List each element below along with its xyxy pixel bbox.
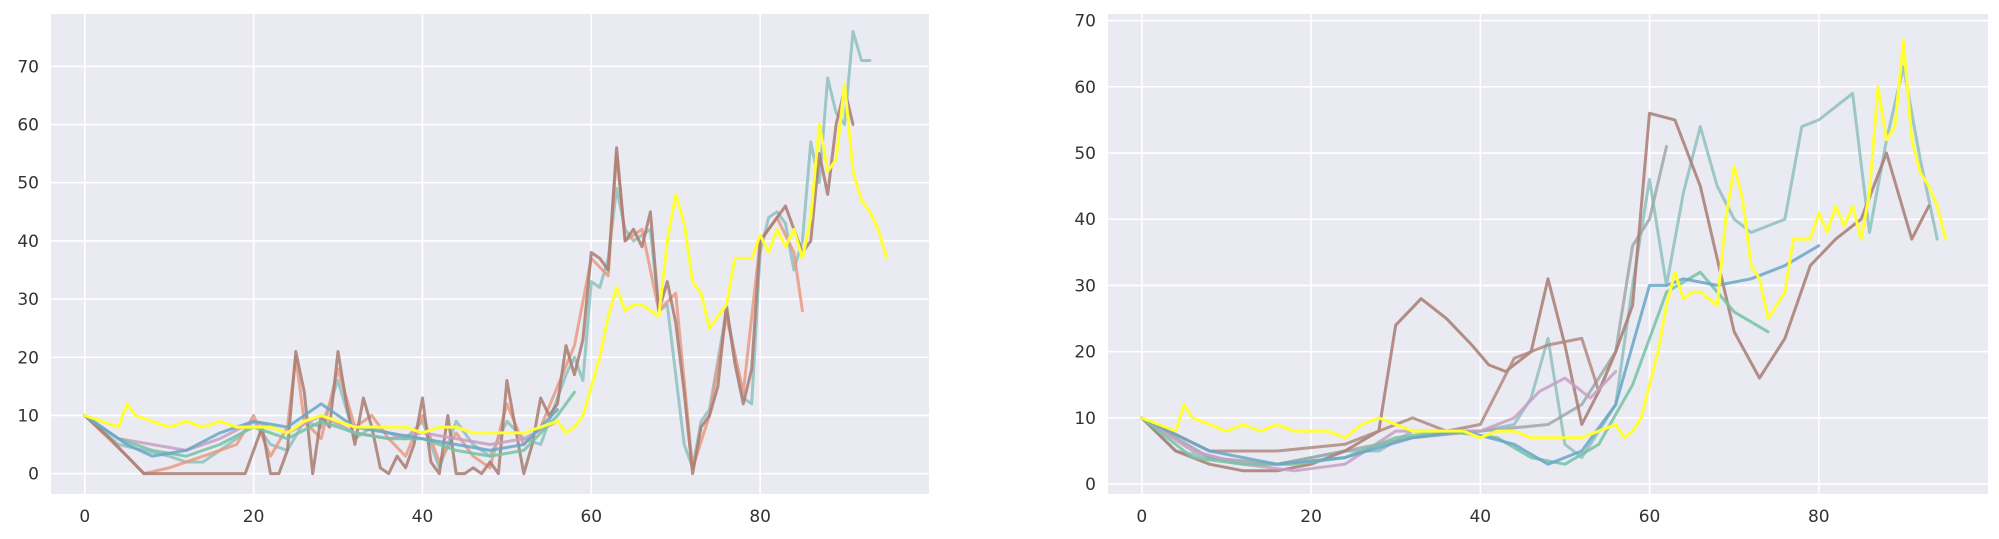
series-line-6 xyxy=(83,82,889,435)
y-tick-label: 50 xyxy=(17,174,39,194)
y-tick-label: 70 xyxy=(1074,12,1096,32)
y-tick-label: 10 xyxy=(1074,409,1096,429)
y-tick-label: 0 xyxy=(28,465,39,485)
plot-area xyxy=(51,14,929,494)
series-line-2 xyxy=(1140,111,1931,473)
x-tick-label: 80 xyxy=(749,507,771,527)
y-tick-label: 0 xyxy=(1085,475,1096,495)
x-tick-label: 0 xyxy=(1136,507,1147,527)
series-line-0 xyxy=(83,30,872,470)
x-tick-label: 20 xyxy=(1300,507,1322,527)
plot-area xyxy=(1108,14,1988,494)
chart-left: 0 10 20 30 40 50 60 70 0 20 40 60 80 xyxy=(17,14,929,527)
x-tick-label: 80 xyxy=(1808,507,1830,527)
x-tick-label: 40 xyxy=(412,507,434,527)
series-line-6 xyxy=(1140,244,1821,466)
y-tick-label: 40 xyxy=(17,232,39,252)
x-tick-label: 0 xyxy=(79,507,90,527)
x-tick-label: 40 xyxy=(1469,507,1491,527)
x-tick-label: 60 xyxy=(1639,507,1661,527)
y-tick-label: 30 xyxy=(17,290,39,310)
y-tick-label: 60 xyxy=(17,116,39,136)
chart-right: 0 10 20 30 40 50 60 70 0 20 40 60 80 xyxy=(1074,12,1988,527)
series-line-7 xyxy=(1140,39,1948,440)
series-line-2 xyxy=(83,88,855,476)
series-line-5 xyxy=(83,402,559,458)
y-tick-label: 60 xyxy=(1074,78,1096,98)
x-tick-label: 60 xyxy=(580,507,602,527)
y-tick-label: 20 xyxy=(17,348,39,368)
x-tick-label: 20 xyxy=(243,507,265,527)
y-tick-label: 30 xyxy=(1074,276,1096,296)
y-tick-label: 70 xyxy=(17,57,39,77)
y-tick-label: 50 xyxy=(1074,144,1096,164)
series-line-5 xyxy=(1140,270,1770,466)
y-tick-label: 10 xyxy=(17,406,39,426)
y-tick-label: 20 xyxy=(1074,343,1096,363)
y-tick-label: 40 xyxy=(1074,210,1096,230)
